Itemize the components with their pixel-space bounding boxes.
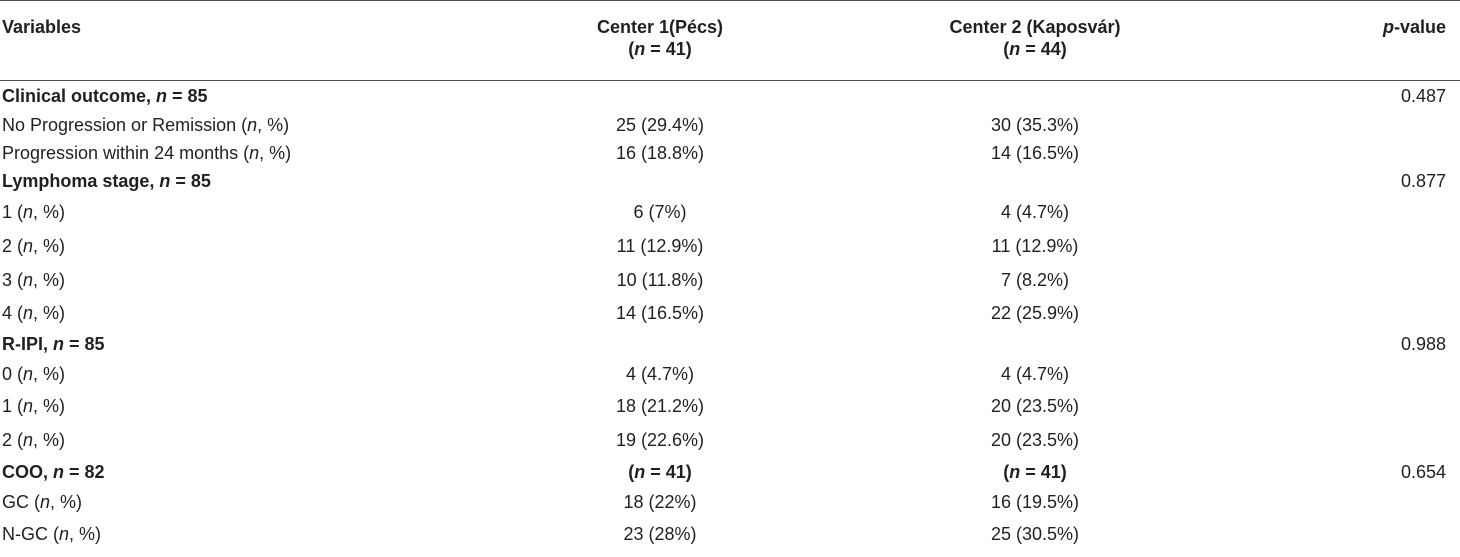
center1-value: 14 (16.5%): [615, 302, 705, 323]
center1-value: 6 (7%): [633, 201, 687, 222]
row-label: 3 (n, %): [2, 269, 66, 290]
pvalue-cell: [1230, 195, 1460, 229]
section-row-coo: COO, n = 82 (n = 41) (n = 41) 0.654: [0, 457, 1460, 487]
pvalue-cell: [1230, 423, 1460, 457]
center1-value: 23 (28%): [623, 523, 697, 544]
center2-value: 4 (4.7%): [1000, 363, 1070, 384]
section-title: Lymphoma stage, n = 85: [2, 170, 211, 191]
section-center1-value: [480, 167, 840, 195]
table-row: 2 (n, %) 11 (12.9%) 11 (12.9%): [0, 229, 1460, 263]
section-center2-value: [840, 329, 1230, 359]
center1-value: 18 (21.2%): [615, 395, 705, 416]
header-center1-name: Center 1(Pécs): [596, 17, 724, 37]
center2-value: 11 (12.9%): [991, 235, 1079, 256]
section-pvalue: 0.988: [1400, 333, 1446, 354]
row-label: 1 (n, %): [2, 201, 66, 222]
center1-value: 11 (12.9%): [616, 235, 704, 256]
pvalue-cell: [1230, 229, 1460, 263]
table-row: No Progression or Remission (n, %) 25 (2…: [0, 111, 1460, 139]
table-row: 4 (n, %) 14 (16.5%) 22 (25.9%): [0, 297, 1460, 329]
section-center1-value: [480, 81, 840, 111]
center2-value: 25 (30.5%): [990, 523, 1080, 544]
pvalue-cell: [1230, 263, 1460, 297]
center1-value: 4 (4.7%): [625, 363, 695, 384]
section-center2-value: [840, 81, 1230, 111]
section-row-clinical-outcome: Clinical outcome, n = 85 0.487: [0, 81, 1460, 111]
center2-value: 20 (23.5%): [990, 395, 1080, 416]
header-variables: Variables: [2, 17, 82, 37]
center2-value: 30 (35.3%): [990, 114, 1080, 135]
section-pvalue: 0.487: [1400, 85, 1446, 106]
header-center2-count: (n = 44): [1003, 39, 1067, 59]
table-row: 1 (n, %) 6 (7%) 4 (4.7%): [0, 195, 1460, 229]
center2-value: 4 (4.7%): [1000, 201, 1070, 222]
row-label: 2 (n, %): [2, 429, 66, 450]
section-row-r-ipi: R-IPI, n = 85 0.988: [0, 329, 1460, 359]
row-label: 0 (n, %): [2, 363, 66, 384]
row-label: N-GC (n, %): [2, 523, 102, 544]
center2-value: 22 (25.9%): [990, 302, 1080, 323]
center2-value: 16 (19.5%): [990, 491, 1080, 512]
header-center1-count: (n = 41): [628, 39, 692, 59]
table-row: 1 (n, %) 18 (21.2%) 20 (23.5%): [0, 389, 1460, 423]
section-pvalue: 0.654: [1400, 461, 1446, 482]
center1-value: 10 (11.8%): [616, 269, 704, 290]
pvalue-cell: [1230, 297, 1460, 329]
table-row: 2 (n, %) 19 (22.6%) 20 (23.5%): [0, 423, 1460, 457]
pvalue-cell: [1230, 359, 1460, 389]
section-row-lymphoma-stage: Lymphoma stage, n = 85 0.877: [0, 167, 1460, 195]
row-label: 1 (n, %): [2, 395, 66, 416]
pvalue-cell: [1230, 487, 1460, 517]
header-center2-name: Center 2 (Kaposvár): [949, 17, 1121, 37]
table-row: N-GC (n, %) 23 (28%) 25 (30.5%): [0, 517, 1460, 551]
table-row: 0 (n, %) 4 (4.7%) 4 (4.7%): [0, 359, 1460, 389]
table-row: 3 (n, %) 10 (11.8%) 7 (8.2%): [0, 263, 1460, 297]
center1-value: 19 (22.6%): [615, 429, 705, 450]
header-pvalue: p-value: [1382, 17, 1446, 37]
center2-value: 14 (16.5%): [990, 142, 1080, 163]
table-row: GC (n, %) 18 (22%) 16 (19.5%): [0, 487, 1460, 517]
row-label: 4 (n, %): [2, 302, 66, 323]
header-center2: Center 2 (Kaposvár) (n = 44): [840, 1, 1230, 81]
center1-value: 16 (18.8%): [615, 142, 705, 163]
row-label: Progression within 24 months (n, %): [2, 142, 292, 163]
row-label: GC (n, %): [2, 491, 83, 512]
header-center1: Center 1(Pécs) (n = 41): [480, 1, 840, 81]
section-center2-count: (n = 41): [1003, 461, 1067, 482]
section-center1-value: [480, 329, 840, 359]
pvalue-cell: [1230, 517, 1460, 551]
section-title: R-IPI, n = 85: [2, 333, 105, 354]
center1-value: 25 (29.4%): [615, 114, 705, 135]
row-label: 2 (n, %): [2, 235, 66, 256]
center1-value: 18 (22%): [623, 491, 697, 512]
header-row: Variables Center 1(Pécs) (n = 41) Center…: [0, 0, 1460, 81]
section-title: Clinical outcome, n = 85: [2, 85, 208, 106]
row-label: No Progression or Remission (n, %): [2, 114, 290, 135]
pvalue-cell: [1230, 111, 1460, 139]
pvalue-cell: [1230, 389, 1460, 423]
section-center1-count: (n = 41): [628, 461, 692, 482]
pvalue-cell: [1230, 139, 1460, 167]
section-center2-value: [840, 167, 1230, 195]
table-row: Progression within 24 months (n, %) 16 (…: [0, 139, 1460, 167]
section-pvalue: 0.877: [1400, 170, 1446, 191]
section-title: COO, n = 82: [2, 461, 105, 482]
center2-value: 7 (8.2%): [1000, 269, 1070, 290]
center2-value: 20 (23.5%): [990, 429, 1080, 450]
